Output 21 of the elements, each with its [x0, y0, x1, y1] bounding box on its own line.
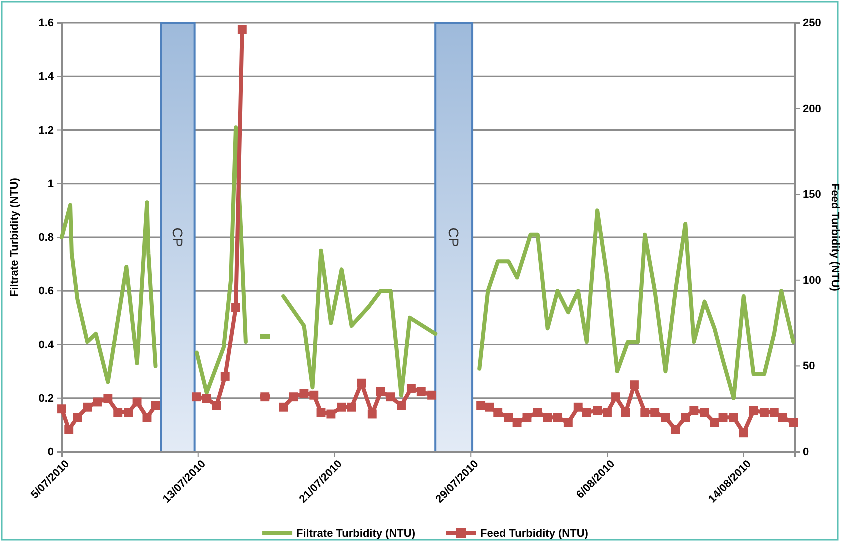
- y-tick-label: 0.4: [38, 339, 55, 352]
- y2-tick-label: 200: [803, 103, 822, 116]
- y-tick-label: 1.6: [38, 18, 54, 30]
- y-tick-label: 1: [48, 178, 54, 190]
- y2-tick-label: 50: [803, 360, 816, 373]
- y-tick-label: 0: [48, 446, 54, 459]
- y-tick-label: 0.2: [38, 392, 54, 405]
- y2-axis-title: Feed Turbidity (NTU): [829, 184, 841, 292]
- y2-tick-label: 100: [803, 274, 822, 287]
- y-tick-label: 0.8: [38, 232, 54, 244]
- band-label: CP: [446, 228, 462, 248]
- y-tick-label: 0.6: [38, 286, 54, 298]
- y2-tick-label: 150: [803, 189, 822, 202]
- legend-label: Filtrate Turbidity (NTU): [296, 528, 416, 540]
- legend-label: Feed Turbidity (NTU): [480, 528, 589, 540]
- y-axis-title: Filtrate Turbidity (NTU): [9, 178, 21, 297]
- y-tick-label: 1.2: [38, 124, 54, 137]
- y2-tick-label: 250: [803, 18, 822, 30]
- band-label: CP: [170, 228, 186, 248]
- y-tick-label: 1.4: [38, 71, 55, 84]
- y2-tick-label: 0: [803, 446, 810, 459]
